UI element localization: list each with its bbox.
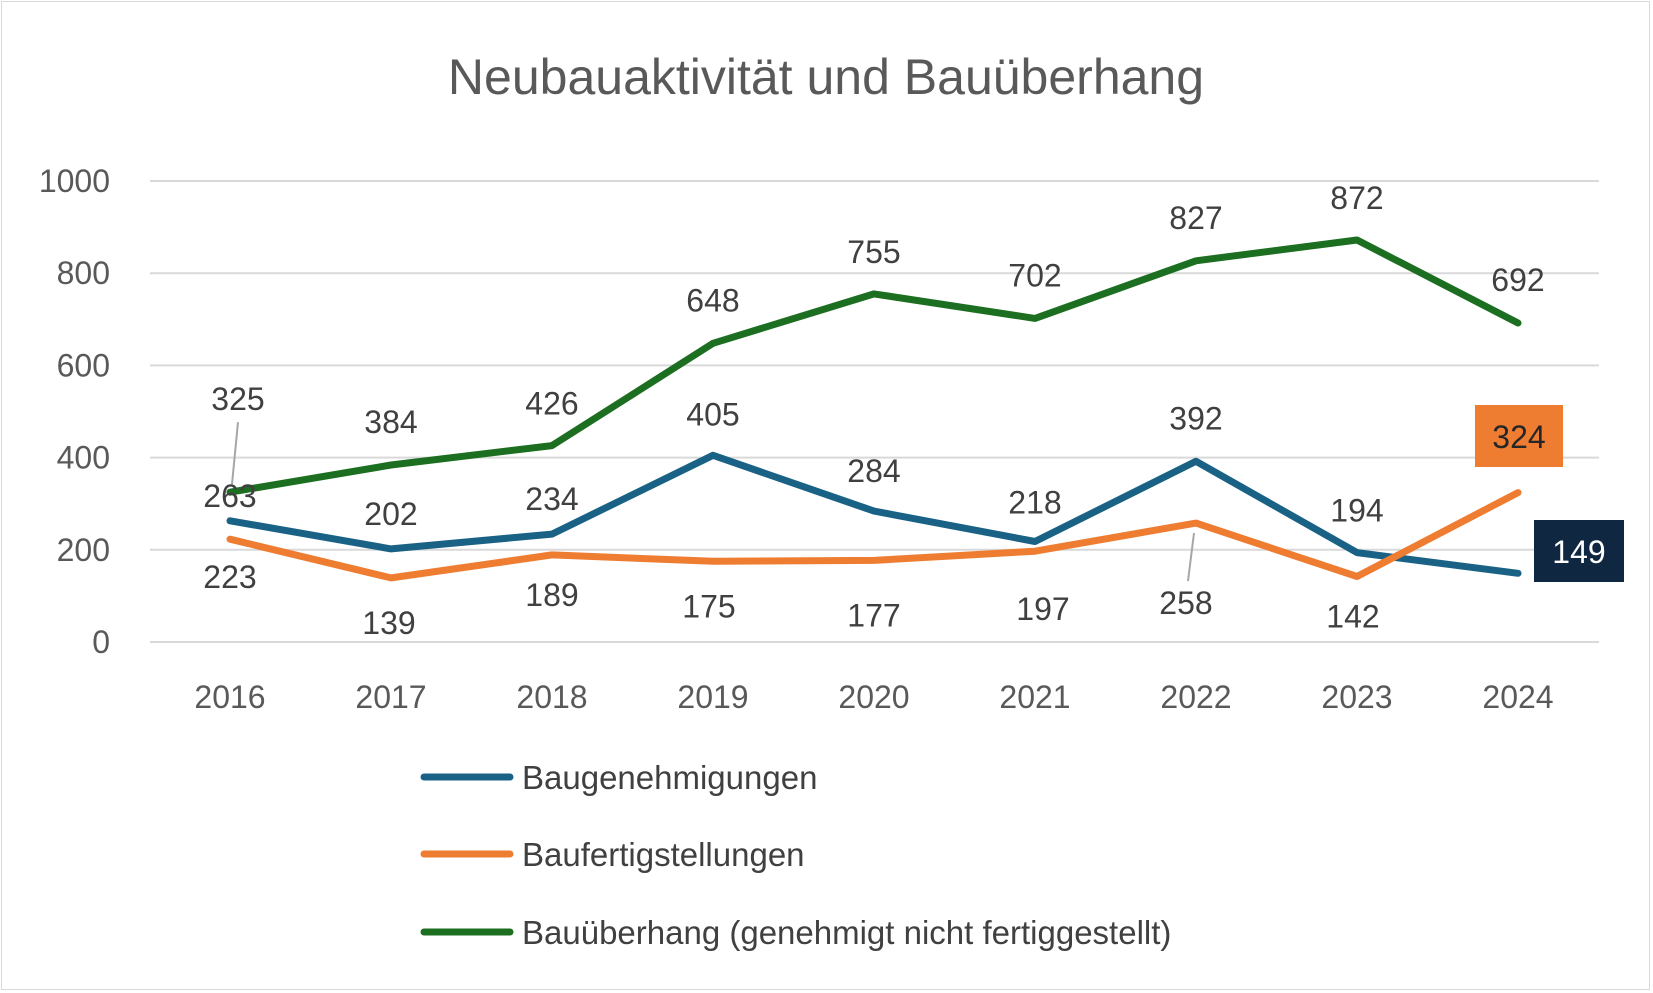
data-label: 648 bbox=[686, 282, 739, 318]
data-label: 139 bbox=[362, 605, 415, 641]
data-label: 142 bbox=[1326, 599, 1379, 635]
data-label: 872 bbox=[1330, 180, 1383, 216]
y-tick-label: 200 bbox=[57, 532, 110, 568]
legend-label: Bauüberhang (genehmigt nicht fertiggeste… bbox=[522, 914, 1171, 951]
data-label: 175 bbox=[682, 588, 735, 624]
data-label-box bbox=[1475, 405, 1563, 467]
data-label: 263 bbox=[203, 478, 256, 514]
data-label: 258 bbox=[1159, 585, 1212, 621]
data-label: 197 bbox=[1016, 591, 1069, 627]
chart-title: Neubauaktivität und Bauüberhang bbox=[448, 49, 1204, 105]
x-tick-label: 2022 bbox=[1160, 679, 1231, 715]
x-tick-label: 2023 bbox=[1321, 679, 1392, 715]
data-label: 218 bbox=[1008, 485, 1061, 521]
x-tick-label: 2018 bbox=[516, 679, 587, 715]
data-label: 384 bbox=[364, 404, 417, 440]
legend: Baugenehmigungen Baufertigstellungen Bauüb… bbox=[420, 759, 1171, 951]
data-label: 284 bbox=[847, 453, 900, 489]
data-label-box bbox=[1534, 520, 1624, 582]
data-label: 755 bbox=[847, 234, 900, 270]
x-tick-label: 2019 bbox=[677, 679, 748, 715]
leader-line bbox=[1187, 532, 1195, 582]
x-tick-label: 2017 bbox=[355, 679, 426, 715]
data-label: 392 bbox=[1169, 400, 1222, 436]
data-label: 827 bbox=[1169, 200, 1222, 236]
data-label: 149 bbox=[1552, 534, 1605, 570]
y-tick-label: 400 bbox=[57, 440, 110, 476]
y-tick-label: 600 bbox=[57, 347, 110, 383]
series-line-baugenehmigungen bbox=[226, 451, 1522, 577]
data-label: 324 bbox=[1492, 419, 1545, 455]
data-label: 194 bbox=[1330, 493, 1383, 529]
series-line-bauüberhang bbox=[226, 236, 1522, 496]
series-lines bbox=[226, 236, 1522, 582]
y-axis: 0 200 400 600 800 1000 bbox=[39, 163, 110, 660]
legend-label: Baufertigstellungen bbox=[522, 836, 805, 873]
legend-label: Baugenehmigungen bbox=[522, 759, 817, 796]
data-label: 177 bbox=[847, 597, 900, 633]
x-tick-label: 2021 bbox=[999, 679, 1070, 715]
data-label: 189 bbox=[525, 577, 578, 613]
x-tick-label: 2016 bbox=[194, 679, 265, 715]
data-label: 223 bbox=[203, 559, 256, 595]
x-tick-label: 2024 bbox=[1482, 679, 1553, 715]
x-axis: 2016 2017 2018 2019 2020 2021 2022 2023 2024 bbox=[194, 679, 1553, 715]
leader-line bbox=[231, 422, 239, 485]
data-label: 405 bbox=[686, 396, 739, 432]
series-line-baufertigstellungen bbox=[226, 489, 1522, 582]
y-tick-label: 800 bbox=[57, 255, 110, 291]
x-tick-label: 2020 bbox=[838, 679, 909, 715]
data-label: 702 bbox=[1008, 257, 1061, 293]
data-label: 426 bbox=[525, 386, 578, 422]
data-label: 325 bbox=[211, 381, 264, 417]
data-labels: 263 202 234 405 284 218 392 194 149 223 139 189 175 1… bbox=[203, 180, 1624, 641]
data-label: 234 bbox=[525, 481, 578, 517]
label-leader-lines bbox=[231, 422, 1195, 582]
data-label: 202 bbox=[364, 496, 417, 532]
y-tick-label: 1000 bbox=[39, 163, 110, 199]
y-tick-label: 0 bbox=[92, 624, 110, 660]
data-label: 692 bbox=[1491, 262, 1544, 298]
